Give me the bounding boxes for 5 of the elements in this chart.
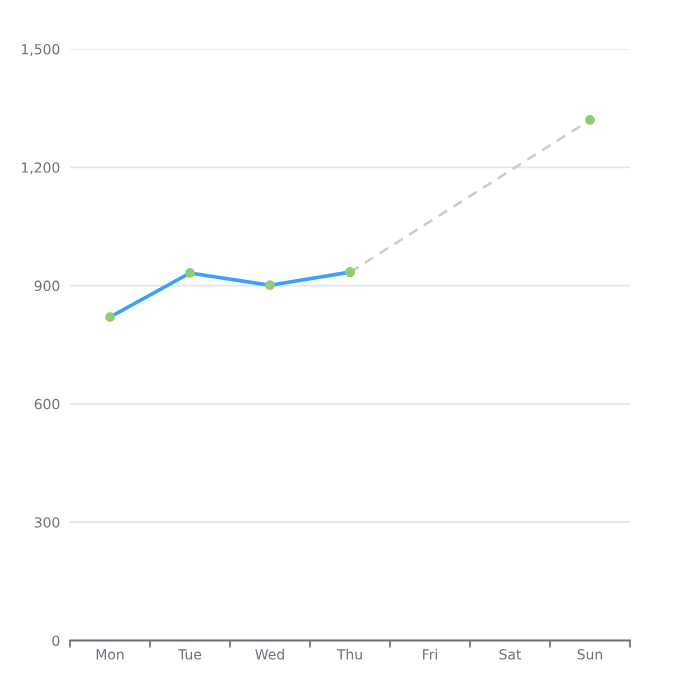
point [265, 280, 275, 291]
point [185, 268, 195, 278]
point [105, 312, 115, 323]
point [585, 115, 595, 125]
point [345, 267, 355, 278]
